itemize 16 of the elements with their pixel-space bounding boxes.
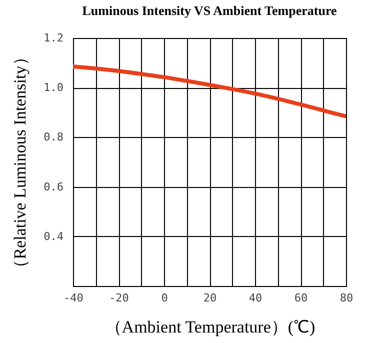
y-tick-label: 0.8 xyxy=(44,130,64,144)
x-tick-label: 40 xyxy=(248,292,262,304)
y-tick-label: 0.4 xyxy=(44,230,64,243)
x-axis-title: （Ambient Temperature）(℃) xyxy=(104,318,316,336)
x-tick-label: 80 xyxy=(340,292,354,304)
x-tick-label: 60 xyxy=(294,292,308,304)
y-tick-label: 0.6 xyxy=(44,180,64,194)
x-tick-label: 20 xyxy=(203,292,217,304)
y-axis-title: （Relative Luminous Intensity） xyxy=(10,48,30,276)
line-series xyxy=(73,64,346,118)
x-tick-label: -40 xyxy=(64,292,84,304)
chart-title: Luminous Intensity VS Ambient Temperature xyxy=(82,3,337,18)
x-tick-label: 0 xyxy=(161,292,168,304)
x-tick-label: -20 xyxy=(109,292,129,304)
y-tick-label: 1.0 xyxy=(44,81,64,94)
y-tick-label: 1.2 xyxy=(44,32,64,44)
